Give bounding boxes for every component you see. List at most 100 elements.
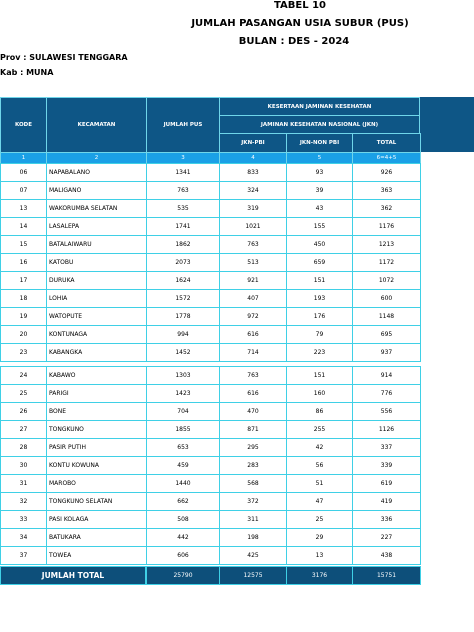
number-cell: 93 [286, 163, 353, 182]
number-cell: 223 [286, 343, 353, 362]
district-cell: WATOPUTE [46, 307, 147, 326]
district-cell: KONTUNAGA [46, 325, 147, 344]
number-cell: 42 [286, 438, 353, 457]
number-cell: 56 [286, 456, 353, 475]
column-header: JKN-NON PBI [286, 133, 353, 153]
number-cell: 295 [219, 438, 287, 457]
number-cell: 419 [352, 492, 421, 511]
code-cell: 06 [0, 163, 47, 182]
number-cell: 606 [146, 546, 220, 565]
number-cell: 535 [146, 199, 220, 218]
number-cell: 363 [352, 181, 421, 200]
subtitle: JUMLAH PASANGAN USIA SUBUR (PUS) [191, 18, 409, 29]
district-cell: LASALEPA [46, 217, 147, 236]
number-cell: 255 [286, 420, 353, 439]
code-cell: 32 [0, 492, 47, 511]
column-header: TOTAL [352, 133, 421, 153]
number-cell: 763 [219, 366, 287, 385]
regency: Kab : MUNA [0, 68, 54, 77]
number-cell: 914 [352, 366, 421, 385]
number-cell: 425 [219, 546, 287, 565]
number-cell: 653 [146, 438, 220, 457]
province: Prov : SULAWESI TENGGARA [0, 53, 128, 62]
number-cell: 438 [352, 546, 421, 565]
number-cell: 151 [286, 271, 353, 290]
code-cell: 23 [0, 343, 47, 362]
district-cell: MALIGANO [46, 181, 147, 200]
district-cell: KONTU KOWUNA [46, 456, 147, 475]
number-cell: 372 [219, 492, 287, 511]
code-cell: 27 [0, 420, 47, 439]
number-cell: 994 [146, 325, 220, 344]
number-cell: 662 [146, 492, 220, 511]
number-cell: 1452 [146, 343, 220, 362]
number-cell: 833 [219, 163, 287, 182]
number-cell: 160 [286, 384, 353, 403]
number-cell: 776 [352, 384, 421, 403]
header-band [420, 97, 474, 152]
district-cell: BATUKARA [46, 528, 147, 547]
number-cell: 86 [286, 402, 353, 421]
total-value: 3176 [286, 566, 353, 585]
number-cell: 324 [219, 181, 287, 200]
number-cell: 337 [352, 438, 421, 457]
number-cell: 79 [286, 325, 353, 344]
column-header: KODE [0, 97, 47, 153]
title: TABEL 10 [273, 0, 326, 11]
number-cell: 51 [286, 474, 353, 493]
code-cell: 28 [0, 438, 47, 457]
district-cell: PASIR PUTIH [46, 438, 147, 457]
number-cell: 556 [352, 402, 421, 421]
number-cell: 508 [146, 510, 220, 529]
district-cell: LOHIA [46, 289, 147, 308]
number-cell: 442 [146, 528, 220, 547]
number-cell: 1213 [352, 235, 421, 254]
number-cell: 926 [352, 163, 421, 182]
district-cell: BONE [46, 402, 147, 421]
code-cell: 13 [0, 199, 47, 218]
district-cell: TOWEA [46, 546, 147, 565]
total-value: 12575 [219, 566, 287, 585]
number-cell: 283 [219, 456, 287, 475]
number-cell: 1126 [352, 420, 421, 439]
number-cell: 362 [352, 199, 421, 218]
number-cell: 937 [352, 343, 421, 362]
number-cell: 2073 [146, 253, 220, 272]
number-cell: 1862 [146, 235, 220, 254]
code-cell: 19 [0, 307, 47, 326]
number-cell: 871 [219, 420, 287, 439]
number-cell: 763 [146, 181, 220, 200]
group-header: KESERTAAN JAMINAN KESEHATAN [219, 97, 420, 116]
number-cell: 1303 [146, 366, 220, 385]
number-cell: 659 [286, 253, 353, 272]
number-cell: 1341 [146, 163, 220, 182]
district-cell: PASI KOLAGA [46, 510, 147, 529]
number-cell: 47 [286, 492, 353, 511]
number-cell: 568 [219, 474, 287, 493]
number-cell: 763 [219, 235, 287, 254]
number-cell: 1741 [146, 217, 220, 236]
number-cell: 155 [286, 217, 353, 236]
number-cell: 616 [219, 384, 287, 403]
number-cell: 616 [219, 325, 287, 344]
number-cell: 470 [219, 402, 287, 421]
column-header: KECAMATAN [46, 97, 147, 153]
number-cell: 972 [219, 307, 287, 326]
code-cell: 37 [0, 546, 47, 565]
code-cell: 31 [0, 474, 47, 493]
number-cell: 600 [352, 289, 421, 308]
number-cell: 193 [286, 289, 353, 308]
total-value: 15751 [352, 566, 421, 585]
code-cell: 17 [0, 271, 47, 290]
number-cell: 1148 [352, 307, 421, 326]
number-cell: 1423 [146, 384, 220, 403]
district-cell: KABANGKA [46, 343, 147, 362]
number-cell: 1624 [146, 271, 220, 290]
number-cell: 1440 [146, 474, 220, 493]
number-cell: 1778 [146, 307, 220, 326]
code-cell: 30 [0, 456, 47, 475]
code-cell: 24 [0, 366, 47, 385]
number-cell: 1072 [352, 271, 421, 290]
number-cell: 336 [352, 510, 421, 529]
